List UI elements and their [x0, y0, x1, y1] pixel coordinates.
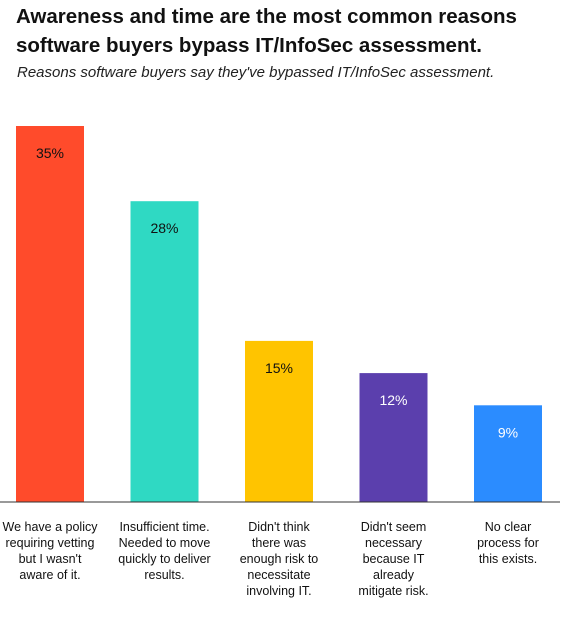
data-label: 9% [498, 424, 518, 440]
x-tick-label-line: because IT [362, 552, 425, 566]
x-tick-label-line: this exists. [478, 552, 538, 566]
bar [359, 373, 428, 502]
x-tick-label-line: but I wasn't [18, 552, 82, 566]
x-tick-label-line: already [373, 568, 414, 582]
x-tick-label-line: requiring vetting [5, 536, 95, 550]
chart-subtitle: Reasons software buyers say they've bypa… [17, 64, 495, 81]
x-tick-label-line: Didn't think [248, 520, 310, 534]
data-label: 28% [150, 220, 178, 236]
data-label: 15% [265, 360, 293, 376]
x-tick-label-line: necessitate [247, 568, 311, 582]
bar [474, 405, 542, 502]
x-tick-label-line: mitigate risk. [358, 584, 429, 598]
bar [130, 201, 199, 502]
x-tick-label-line: We have a policy [2, 520, 98, 534]
x-tick-label-line: process for [477, 536, 539, 550]
x-tick-label-line: quickly to deliver [118, 552, 211, 566]
x-tick-label-line: aware of it. [19, 568, 81, 582]
bar [16, 126, 84, 502]
x-tick-label-line: No clear [484, 520, 532, 534]
data-label: 35% [36, 145, 64, 161]
x-tick-label: We have a policy requiring vetting but I w… [0, 519, 104, 583]
x-tick-label-line: Needed to move [118, 536, 211, 550]
chart-title: Awareness and time are the most common r… [16, 5, 517, 57]
x-tick-label: No clear process for this exists. [454, 519, 562, 567]
bar [245, 340, 313, 502]
x-tick-label: Didn't think there was enough risk to neces… [225, 519, 333, 599]
x-tick-label-line: necessary [365, 536, 422, 550]
x-tick-label-line: Insufficient time. [119, 520, 210, 534]
x-tick-label-line: results. [144, 568, 185, 582]
x-tick-label-line: enough risk to [239, 552, 319, 566]
x-tick-label-line: there was [251, 536, 307, 550]
x-tick-label-line: Didn't seem [360, 520, 427, 534]
x-tick-label: Didn't seem necessary because IT already mit… [340, 519, 448, 599]
x-tick-label-line: involving IT. [246, 584, 312, 598]
data-label: 12% [379, 392, 407, 408]
x-tick-label: Insufficient time. Needed to move quickly … [111, 519, 219, 583]
